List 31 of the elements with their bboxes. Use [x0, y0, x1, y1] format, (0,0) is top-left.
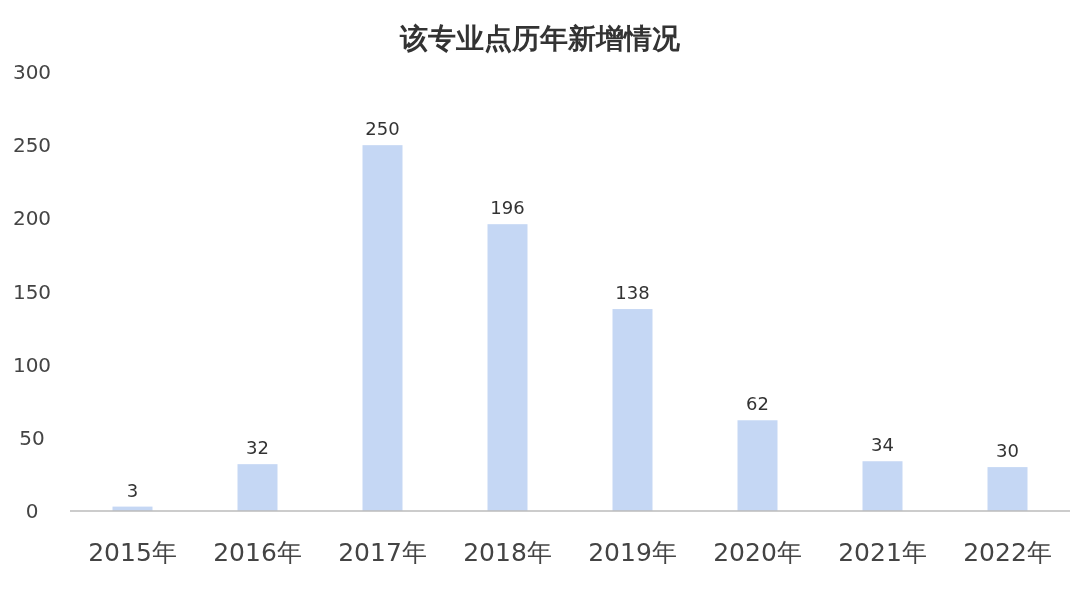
y-tick-label: 300 — [12, 60, 52, 84]
data-label: 34 — [871, 434, 894, 456]
bar — [237, 464, 278, 511]
data-label: 250 — [365, 118, 400, 140]
bar — [987, 467, 1028, 511]
x-tick-label: 2016年 — [213, 538, 302, 567]
y-tick-label: 250 — [12, 133, 52, 158]
chart-title: 该专业点历年新增情况 — [399, 22, 681, 55]
x-tick-label: 2015年 — [88, 538, 177, 567]
data-label: 138 — [615, 282, 650, 304]
y-tick-label: 150 — [12, 279, 52, 304]
bar — [612, 309, 653, 511]
y-tick-label: 50 — [19, 425, 45, 450]
y-tick-label: 0 — [25, 499, 39, 523]
bar — [862, 461, 903, 511]
x-tick-label: 2018年 — [463, 538, 552, 567]
y-tick-label: 100 — [12, 352, 52, 377]
data-label: 3 — [126, 479, 139, 501]
data-label: 30 — [996, 440, 1019, 462]
x-tick-label: 2022年 — [963, 538, 1052, 567]
data-label: 62 — [746, 393, 769, 415]
x-tick-label: 2020年 — [713, 538, 802, 567]
data-label: 196 — [490, 197, 525, 219]
bar — [737, 420, 778, 511]
data-label: 32 — [246, 437, 269, 459]
x-tick-label: 2019年 — [588, 538, 677, 567]
bar — [487, 224, 528, 511]
x-tick-label: 2017年 — [338, 538, 427, 567]
x-tick-label: 2021年 — [838, 538, 927, 567]
bar — [362, 145, 403, 511]
y-tick-label: 200 — [12, 206, 52, 231]
